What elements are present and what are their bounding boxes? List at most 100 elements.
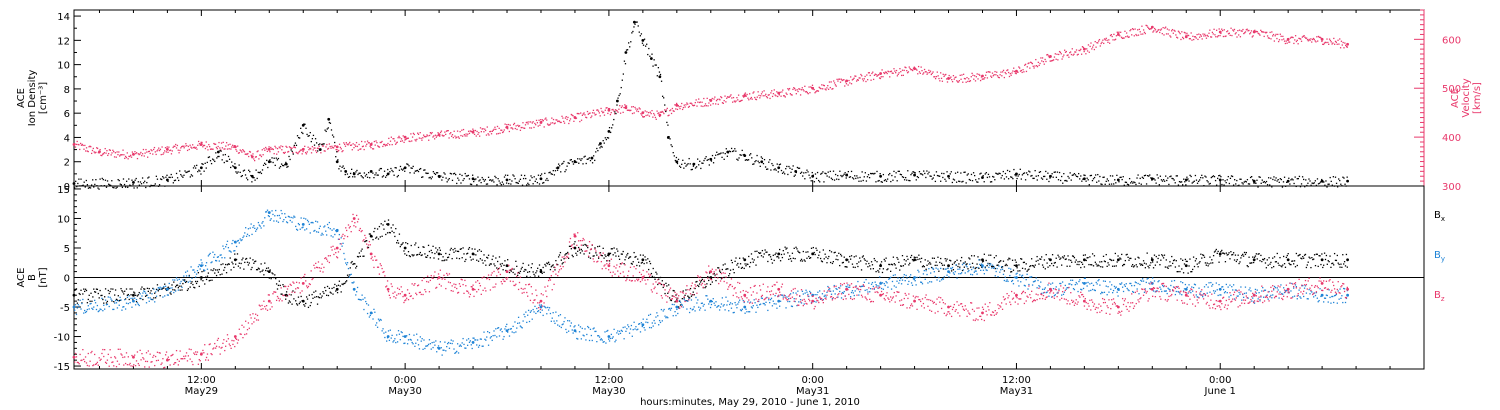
data-dot [730,94,732,96]
data-dot [1007,178,1010,180]
data-dot [782,89,784,91]
data-dot [548,124,550,126]
data-dot [615,112,617,115]
data-dot [1143,31,1146,34]
data-dot [1219,174,1221,177]
data-dot [1200,176,1202,179]
data-dot [1251,175,1253,178]
data-dot [1040,57,1042,59]
data-dot [392,224,394,226]
data-dot [83,312,85,314]
data-dot [1242,255,1245,257]
data-dot [235,148,237,151]
data-point [641,258,645,262]
data-dot [706,97,708,100]
data-dot [575,252,577,254]
data-dot [743,96,745,98]
data-dot [1330,180,1332,183]
data-dot [957,171,959,173]
data-dot [83,148,85,150]
data-dot [172,289,174,291]
data-dot [832,170,835,172]
data-dot [1262,31,1264,33]
data-dot [871,72,873,75]
data-dot [153,184,155,187]
data-dot [327,147,330,150]
data-dot [405,138,407,141]
data-dot [833,179,836,181]
data-dot [96,288,99,291]
data-dot [356,169,358,172]
data-dot [874,259,876,262]
data-dot [237,152,240,154]
data-dot [797,90,799,93]
data-dot [427,343,430,346]
data-dot [1256,258,1258,260]
data-dot [169,287,171,289]
data-dot [697,284,699,287]
data-dot [640,262,643,264]
data-dot [428,339,431,341]
data-point [233,145,237,149]
data-dot [97,310,99,313]
data-dot [1019,67,1021,69]
data-dot [1110,34,1112,36]
data-dot [527,123,529,125]
data-dot [695,99,697,101]
data-dot [1159,29,1162,31]
data-dot [521,327,523,329]
data-dot [820,173,822,175]
data-dot [358,252,361,254]
data-dot [449,342,452,344]
data-dot [1151,261,1154,263]
data-dot [521,266,523,269]
data-dot [429,343,431,345]
data-dot [498,180,500,182]
data-dot [1215,29,1218,31]
data-dot [931,178,933,180]
data-dot [1290,36,1292,38]
data-dot [583,253,585,255]
data-dot [347,144,349,146]
data-dot [927,260,929,262]
data-dot [308,294,311,296]
data-dot [1206,262,1208,264]
data-dot [1099,175,1101,178]
legend-base: B [1434,250,1441,261]
data-dot [880,181,882,183]
data-dot [94,183,96,186]
data-dot [524,174,526,177]
data-dot [1035,58,1037,61]
data-dot [1141,176,1143,178]
data-dot [1277,33,1279,36]
data-dot [332,293,334,295]
data-dot [1041,256,1043,258]
data-dot [554,170,557,172]
data-dot [812,246,814,249]
data-dot [543,305,545,308]
data-dot [550,266,552,268]
data-dot [1310,38,1312,40]
data-dot [1312,37,1315,40]
data-dot [686,102,688,104]
data-dot [759,165,761,167]
data-dot [553,123,556,125]
data-dot [557,120,560,122]
data-dot [993,176,995,178]
data-dot [1257,32,1259,34]
data-dot [332,147,334,149]
data-dot [265,211,267,213]
data-dot [884,71,887,73]
data-dot [1288,177,1290,179]
data-dot [1207,35,1209,38]
data-dot [1273,176,1275,178]
data-dot [230,251,232,253]
data-dot [326,285,329,288]
data-dot [1077,261,1079,263]
data-dot [471,248,473,250]
data-dot [90,146,92,148]
data-dot [958,79,961,82]
data-dot [277,151,280,153]
data-dot [922,73,924,75]
data-dot [1067,175,1069,178]
